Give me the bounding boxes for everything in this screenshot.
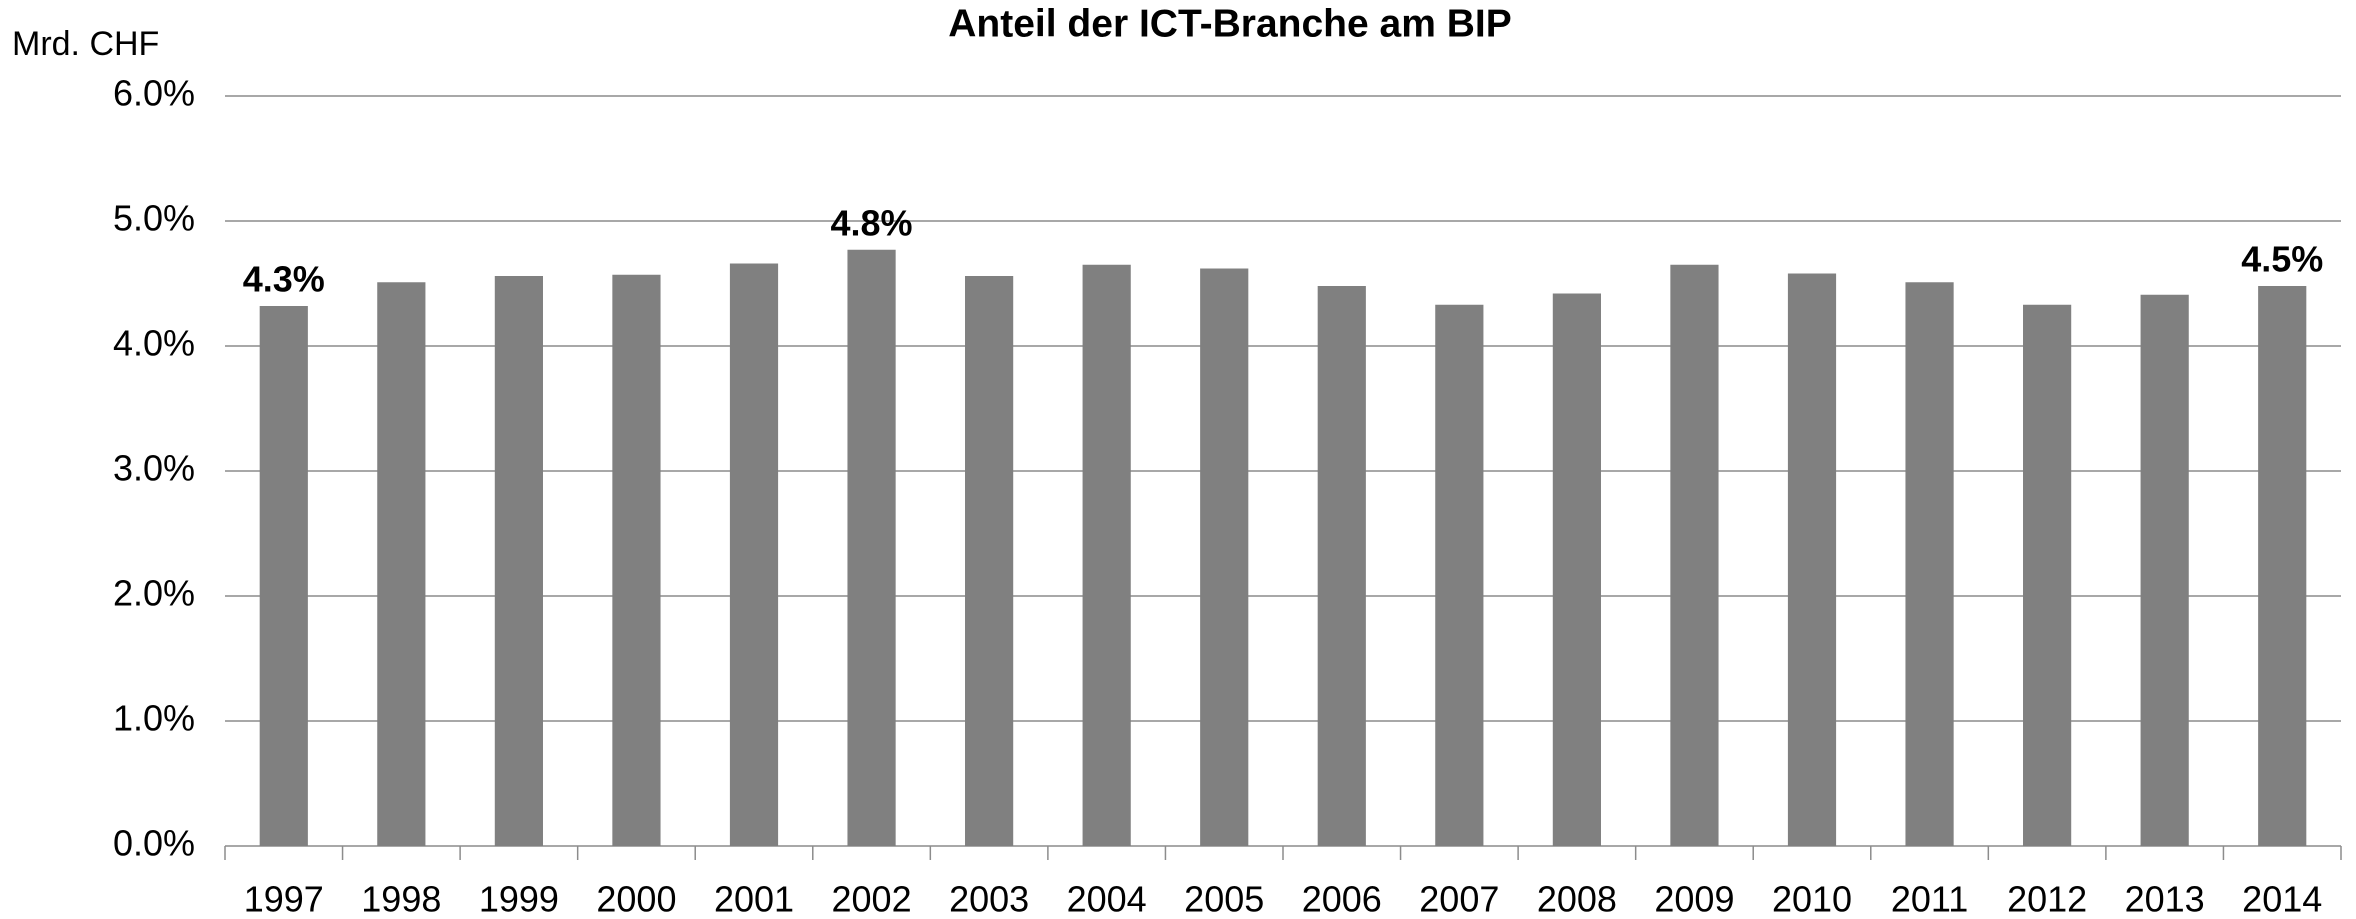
bar bbox=[1787, 273, 1837, 846]
x-tick-label: 1997 bbox=[244, 879, 324, 919]
bar bbox=[847, 249, 896, 846]
x-tick-label: 1999 bbox=[479, 879, 559, 919]
x-tick-label: 2002 bbox=[832, 879, 912, 919]
y-tick-label: 2.0% bbox=[113, 573, 195, 614]
bar bbox=[1435, 304, 1484, 846]
x-tick-label: 1998 bbox=[361, 879, 441, 919]
bar bbox=[1082, 264, 1131, 846]
y-tick-label: 4.0% bbox=[113, 323, 195, 364]
x-tick-label: 2010 bbox=[1772, 879, 1852, 919]
bar bbox=[1905, 282, 1954, 846]
x-tick-label: 2005 bbox=[1184, 879, 1264, 919]
x-tick-label: 2001 bbox=[714, 879, 794, 919]
bar bbox=[2023, 304, 2072, 846]
bar bbox=[729, 263, 779, 846]
x-tick-label: 2009 bbox=[1654, 879, 1734, 919]
bar bbox=[259, 306, 308, 846]
data-label: 4.3% bbox=[243, 259, 325, 300]
x-tick-label: 2006 bbox=[1302, 879, 1382, 919]
y-axis-label: Mrd. CHF bbox=[12, 25, 159, 63]
bar bbox=[1200, 268, 1249, 846]
bar bbox=[377, 282, 426, 846]
bar bbox=[2258, 286, 2307, 846]
y-tick-label: 5.0% bbox=[113, 198, 195, 239]
x-tick-label: 2014 bbox=[2242, 879, 2322, 919]
x-tick-label: 2007 bbox=[1419, 879, 1499, 919]
data-label: 4.5% bbox=[2241, 239, 2323, 280]
bar bbox=[612, 274, 661, 846]
x-tick-label: 2008 bbox=[1537, 879, 1617, 919]
y-tick-label: 6.0% bbox=[113, 73, 195, 114]
bar bbox=[1552, 293, 1601, 846]
y-tick-label: 1.0% bbox=[113, 698, 195, 739]
y-tick-label: 0.0% bbox=[113, 823, 195, 864]
bar bbox=[2140, 294, 2189, 846]
bar bbox=[965, 276, 1014, 846]
bar bbox=[494, 276, 543, 846]
chart-title: Anteil der ICT-Branche am BIP bbox=[948, 2, 1511, 45]
bar bbox=[1317, 286, 1366, 846]
x-tick-label: 2000 bbox=[596, 879, 676, 919]
x-tick-label: 2011 bbox=[1891, 879, 1968, 919]
data-label: 4.8% bbox=[831, 202, 913, 243]
x-tick-label: 2003 bbox=[949, 879, 1029, 919]
x-tick-label: 2004 bbox=[1067, 879, 1147, 919]
bar bbox=[1670, 264, 1719, 846]
x-tick-label: 2012 bbox=[2007, 879, 2087, 919]
x-tick-label: 2013 bbox=[2125, 879, 2205, 919]
y-tick-label: 3.0% bbox=[113, 448, 195, 489]
